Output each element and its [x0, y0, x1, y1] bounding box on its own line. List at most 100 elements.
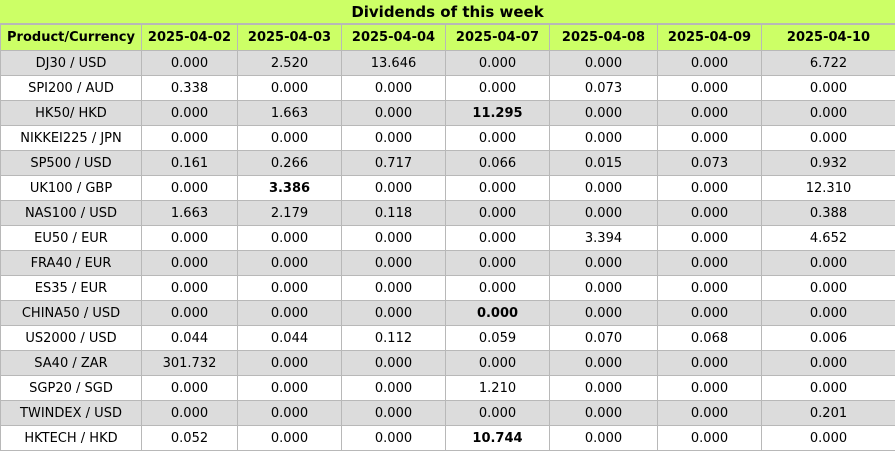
dividend-value-cell: 0.000	[657, 300, 762, 326]
table-row: SP500 / USD 0.161 0.266 0.717 0.066 0.015 0.07…	[0, 150, 895, 176]
table-row: SGP20 / SGD 0.000 0.000 0.000 1.210 0.000 0.00…	[0, 375, 895, 401]
table-row: UK100 / GBP 0.000 3.386 0.000 0.000 0.000 0.00…	[0, 175, 895, 201]
dividend-value-cell: 12.310	[761, 175, 895, 201]
dividend-value-cell: 0.000	[237, 275, 342, 301]
dividend-value-cell: 0.000	[761, 300, 895, 326]
dividend-value-cell: 0.717	[341, 150, 446, 176]
dividend-value-cell: 0.000	[237, 400, 342, 426]
dividend-value-cell: 0.000	[445, 200, 550, 226]
dividend-value-cell: 0.006	[761, 325, 895, 351]
column-header-date: 2025-04-10	[761, 24, 895, 51]
product-cell: TWINDEX / USD	[0, 400, 142, 426]
dividend-value-cell: 0.112	[341, 325, 446, 351]
dividend-value-cell: 0.052	[141, 425, 238, 451]
dividend-value-cell: 0.000	[341, 225, 446, 251]
column-header-date: 2025-04-07	[445, 24, 550, 51]
table-row: SA40 / ZAR 301.732 0.000 0.000 0.000 0.000 0.0…	[0, 350, 895, 376]
dividend-value-cell: 0.388	[761, 200, 895, 226]
dividend-value-cell: 0.000	[141, 125, 238, 151]
dividend-value-cell: 0.201	[761, 400, 895, 426]
dividend-value-cell: 0.000	[341, 250, 446, 276]
table-row: NAS100 / USD 1.663 2.179 0.118 0.000 0.000 0.0…	[0, 200, 895, 226]
dividend-value-cell: 0.000	[141, 250, 238, 276]
dividend-value-cell: 0.000	[761, 275, 895, 301]
dividend-value-cell: 0.000	[549, 400, 658, 426]
dividend-value-cell: 301.732	[141, 350, 238, 376]
column-header-date: 2025-04-04	[341, 24, 446, 51]
dividend-value-cell: 1.663	[237, 100, 342, 126]
dividend-value-cell: 0.000	[237, 350, 342, 376]
dividend-value-cell: 0.000	[445, 50, 550, 76]
product-cell: US2000 / USD	[0, 325, 142, 351]
product-cell: ES35 / EUR	[0, 275, 142, 301]
dividend-value-cell: 0.000	[761, 250, 895, 276]
table-body: DJ30 / USD 0.000 2.520 13.646 0.000 0.000 0.00…	[0, 50, 895, 451]
dividends-sheet: Dividends of this week Product/Currency …	[0, 0, 895, 451]
dividend-value-cell: 0.000	[445, 125, 550, 151]
product-cell: SGP20 / SGD	[0, 375, 142, 401]
dividend-value-cell: 0.000	[657, 100, 762, 126]
dividend-value-cell: 2.179	[237, 200, 342, 226]
product-cell: NIKKEI225 / JPN	[0, 125, 142, 151]
header-row: Product/Currency 2025-04-02 2025-04-03 2…	[0, 24, 895, 51]
dividend-value-cell: 0.000	[657, 275, 762, 301]
product-cell: UK100 / GBP	[0, 175, 142, 201]
dividend-value-cell: 0.000	[341, 275, 446, 301]
dividend-value-cell: 0.000	[657, 400, 762, 426]
product-cell: CHINA50 / USD	[0, 300, 142, 326]
dividend-value-cell: 0.000	[445, 75, 550, 101]
dividend-value-cell: 0.161	[141, 150, 238, 176]
dividend-value-cell: 0.000	[341, 100, 446, 126]
dividend-value-cell: 0.015	[549, 150, 658, 176]
dividend-value-cell: 0.070	[549, 325, 658, 351]
dividend-value-cell: 0.000	[341, 300, 446, 326]
product-cell: EU50 / EUR	[0, 225, 142, 251]
dividend-value-cell: 0.000	[761, 425, 895, 451]
dividend-value-cell: 6.722	[761, 50, 895, 76]
column-header-date: 2025-04-02	[141, 24, 238, 51]
dividend-value-cell: 0.059	[445, 325, 550, 351]
dividend-value-cell: 0.000	[657, 225, 762, 251]
dividend-value-cell: 0.000	[657, 50, 762, 76]
column-header-date: 2025-04-09	[657, 24, 762, 51]
dividend-value-cell: 0.000	[341, 75, 446, 101]
dividend-value-cell: 0.000	[549, 300, 658, 326]
dividend-value-cell: 13.646	[341, 50, 446, 76]
table-row: SPI200 / AUD 0.338 0.000 0.000 0.000 0.073 0.0…	[0, 75, 895, 101]
sheet-title: Dividends of this week	[0, 0, 895, 24]
dividend-value-cell: 0.000	[549, 350, 658, 376]
dividend-value-cell: 0.000	[237, 125, 342, 151]
dividend-value-cell: 0.000	[549, 50, 658, 76]
dividend-value-cell: 0.066	[445, 150, 550, 176]
dividend-value-cell: 0.000	[657, 375, 762, 401]
dividend-value-cell: 0.000	[237, 425, 342, 451]
table-row: NIKKEI225 / JPN 0.000 0.000 0.000 0.000 0.000…	[0, 125, 895, 151]
dividend-value-cell: 0.000	[141, 100, 238, 126]
product-cell: SP500 / USD	[0, 150, 142, 176]
dividend-value-cell: 0.266	[237, 150, 342, 176]
dividend-value-cell: 0.000	[549, 250, 658, 276]
dividend-value-cell: 0.000	[141, 275, 238, 301]
dividend-value-cell: 0.000	[549, 375, 658, 401]
table-row: CHINA50 / USD 0.000 0.000 0.000 0.000 0.000 0.…	[0, 300, 895, 326]
dividend-value-cell: 0.000	[341, 125, 446, 151]
dividend-value-cell: 0.000	[549, 425, 658, 451]
column-header-product: Product/Currency	[0, 24, 142, 51]
product-cell: HKTECH / HKD	[0, 425, 142, 451]
dividend-value-cell: 0.000	[341, 425, 446, 451]
dividend-value-cell: 0.000	[657, 125, 762, 151]
column-header-date: 2025-04-08	[549, 24, 658, 51]
dividend-value-cell: 0.000	[549, 175, 658, 201]
product-cell: SPI200 / AUD	[0, 75, 142, 101]
table-row: TWINDEX / USD 0.000 0.000 0.000 0.000 0.000 0.…	[0, 400, 895, 426]
product-cell: FRA40 / EUR	[0, 250, 142, 276]
dividend-value-cell: 4.652	[761, 225, 895, 251]
dividend-value-cell: 0.073	[657, 150, 762, 176]
dividend-value-cell: 0.073	[549, 75, 658, 101]
dividend-value-cell: 0.000	[237, 300, 342, 326]
table-row: HK50/ HKD 0.000 1.663 0.000 11.295 0.000 0.000…	[0, 100, 895, 126]
product-cell: HK50/ HKD	[0, 100, 142, 126]
column-header-date: 2025-04-03	[237, 24, 342, 51]
dividend-value-cell: 0.000	[445, 275, 550, 301]
dividend-value-cell: 0.000	[341, 350, 446, 376]
